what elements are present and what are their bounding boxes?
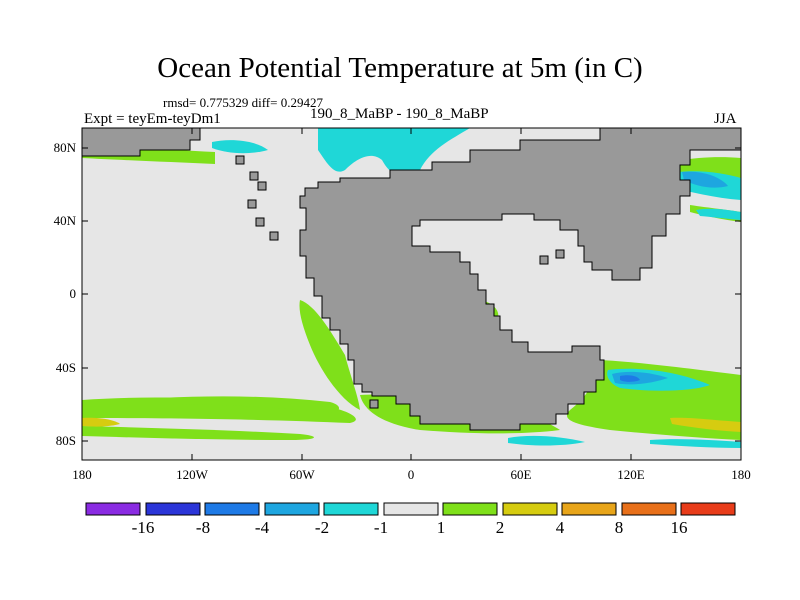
x-tick-label: 60W bbox=[289, 467, 315, 482]
figure-title: Ocean Potential Temperature at 5m (in C) bbox=[157, 52, 643, 84]
land-layer bbox=[81, 127, 742, 431]
colorbar-box bbox=[85, 502, 141, 516]
x-tick-label: 0 bbox=[408, 467, 415, 482]
warmer-anomaly-south-east bbox=[670, 417, 741, 432]
colorbar-box bbox=[680, 502, 736, 516]
colorbar-box bbox=[204, 502, 260, 516]
colorbar-box bbox=[264, 502, 320, 516]
island-6 bbox=[269, 231, 279, 241]
colorbar-label: 16 bbox=[671, 518, 688, 537]
cool-anomaly-south-east bbox=[650, 439, 741, 448]
x-tick-label: 60E bbox=[511, 467, 532, 482]
coldest-anomaly-indian bbox=[620, 375, 640, 382]
landmass-arctic-west bbox=[81, 127, 201, 157]
colorbar-box bbox=[561, 502, 617, 516]
warmer-anomaly-south-west bbox=[82, 417, 120, 427]
island-4 bbox=[247, 199, 257, 209]
warm-anomaly-east-pacific bbox=[299, 300, 360, 410]
experiment-label: Expt = teyEm-teyDm1 bbox=[84, 111, 221, 127]
x-tick-label: 180 bbox=[731, 467, 751, 482]
colorbar-label: -8 bbox=[196, 518, 210, 537]
landmass-main bbox=[299, 127, 742, 431]
cool-anomaly-arctic-west bbox=[212, 140, 268, 154]
island-5 bbox=[255, 217, 265, 227]
colorbar-box bbox=[145, 502, 201, 516]
y-tick-label: 0 bbox=[70, 286, 77, 301]
colorbar-box bbox=[442, 502, 498, 516]
colorbar-box bbox=[323, 502, 379, 516]
colorbar-labels: -16 -8 -4 -2 -1 1 2 4 8 16 bbox=[132, 518, 688, 537]
cool-anomaly-subarctic bbox=[696, 208, 741, 220]
island-8 bbox=[539, 255, 549, 265]
x-tick-label: 180 bbox=[72, 467, 92, 482]
colorbar-label: 1 bbox=[437, 518, 446, 537]
island-1 bbox=[235, 155, 245, 165]
y-tick-label: 80S bbox=[56, 433, 76, 448]
runs-label: 190_8_MaBP - 190_8_MaBP bbox=[310, 106, 489, 122]
colorbar-label: -2 bbox=[315, 518, 329, 537]
season-label: JJA bbox=[714, 111, 737, 127]
colorbar-label: -16 bbox=[132, 518, 155, 537]
y-tick-label: 80N bbox=[54, 140, 77, 155]
x-axis-ticks bbox=[81, 128, 742, 460]
cool-anomaly-arctic-central bbox=[318, 128, 470, 178]
warm-anomaly-pacific-tongue bbox=[160, 396, 340, 413]
cool-anomaly-south bbox=[508, 435, 585, 446]
x-tick-label: 120W bbox=[176, 467, 209, 482]
colorbar-label: 8 bbox=[615, 518, 624, 537]
colorbar-box bbox=[621, 502, 677, 516]
colorbar-box bbox=[383, 502, 439, 516]
x-tick-label: 120E bbox=[617, 467, 645, 482]
colorbar bbox=[85, 502, 736, 516]
colorbar-label: -1 bbox=[374, 518, 388, 537]
island-9 bbox=[555, 249, 565, 259]
y-tick-label: 40S bbox=[56, 360, 76, 375]
colorbar-label: -4 bbox=[255, 518, 270, 537]
y-tick-label: 40N bbox=[54, 213, 77, 228]
cooler-anomaly-arctic bbox=[682, 171, 728, 188]
stats-text: rmsd= 0.775329 diff= 0.29427 bbox=[163, 95, 323, 110]
colorbar-box bbox=[502, 502, 558, 516]
colorbar-label: 4 bbox=[556, 518, 565, 537]
island-3 bbox=[257, 181, 267, 191]
island-7 bbox=[369, 399, 379, 409]
y-axis-ticks bbox=[82, 147, 741, 442]
colorbar-label: 2 bbox=[496, 518, 505, 537]
island-2 bbox=[249, 171, 259, 181]
warm-anomaly-south-west-strip bbox=[82, 426, 314, 440]
